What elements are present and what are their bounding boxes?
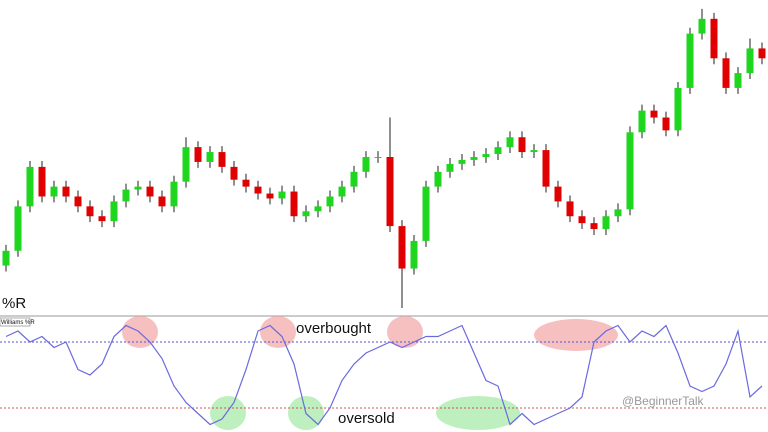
candle-body [302, 211, 310, 217]
candle-body [530, 150, 538, 153]
highlight-overbought [122, 316, 158, 348]
indicator-line [5, 324, 763, 426]
indicator-label: Williams %R [1, 320, 35, 326]
candle-body [110, 201, 118, 222]
candle-body [674, 87, 682, 131]
candle-body [338, 186, 346, 197]
candle-body [458, 159, 466, 164]
candle-body [206, 152, 214, 162]
candle-body [626, 132, 634, 210]
candle-body [650, 110, 658, 118]
candle-body [758, 48, 766, 59]
candle-body [446, 163, 454, 172]
candle-body [398, 226, 406, 269]
candle-body [26, 166, 34, 207]
candle-body [710, 18, 718, 59]
candle-body [242, 179, 250, 187]
candle-body [698, 18, 706, 34]
candle-body [14, 206, 22, 251]
candle-body [386, 157, 394, 227]
candle-body [122, 189, 130, 202]
candle-body [554, 186, 562, 202]
indicator-label-box [0, 317, 31, 327]
annotation: overbought [296, 320, 372, 337]
candle-body [602, 216, 610, 230]
highlight-overbought [534, 319, 618, 351]
candle-body [230, 166, 238, 180]
candle-body [62, 186, 70, 197]
candle-body [146, 186, 154, 197]
candle-body [506, 137, 514, 148]
candle-body [362, 157, 370, 172]
candle-body [134, 186, 142, 190]
candle-body [218, 152, 226, 167]
candle-body [350, 171, 358, 187]
candle-body [590, 223, 598, 230]
candle-body [326, 196, 334, 207]
watermark: @BeginnerTalk [622, 394, 705, 408]
candle-body [422, 186, 430, 241]
highlight-oversold [210, 396, 246, 430]
candle-body [686, 33, 694, 88]
candle-body [314, 206, 322, 212]
candle-body [494, 147, 502, 155]
candle-body [170, 181, 178, 207]
indicator-title: %R [2, 295, 26, 312]
candle-body [734, 73, 742, 88]
candle-body [2, 250, 10, 266]
candle-body [182, 147, 190, 182]
candle-body [722, 58, 730, 88]
highlight-overbought [260, 316, 296, 348]
candle-body [86, 206, 94, 217]
candle-body [482, 154, 490, 157]
candle-body [278, 191, 286, 199]
highlight-overbought [387, 316, 423, 348]
candle-body [470, 157, 478, 160]
candle-body [542, 150, 550, 187]
candle-body [746, 48, 754, 74]
candle-body [266, 193, 274, 199]
candle-body [50, 186, 58, 197]
candle-body [614, 209, 622, 217]
candle-body [74, 196, 82, 207]
candle-body [158, 196, 166, 207]
candle-body [38, 166, 46, 197]
candle-body [290, 191, 298, 217]
candle-body [578, 216, 586, 224]
candle-body [518, 137, 526, 153]
marks [0, 8, 768, 426]
candle-body [374, 157, 382, 158]
candle-body [98, 216, 106, 222]
candle-body [194, 147, 202, 162]
annotation: oversold [338, 410, 395, 427]
highlight-oversold [436, 396, 520, 430]
candle-body [254, 186, 262, 194]
candle-body [638, 110, 646, 133]
candle-body [410, 240, 418, 269]
candle-body [566, 201, 574, 217]
candle-body [662, 117, 670, 131]
candle-body [434, 171, 442, 187]
